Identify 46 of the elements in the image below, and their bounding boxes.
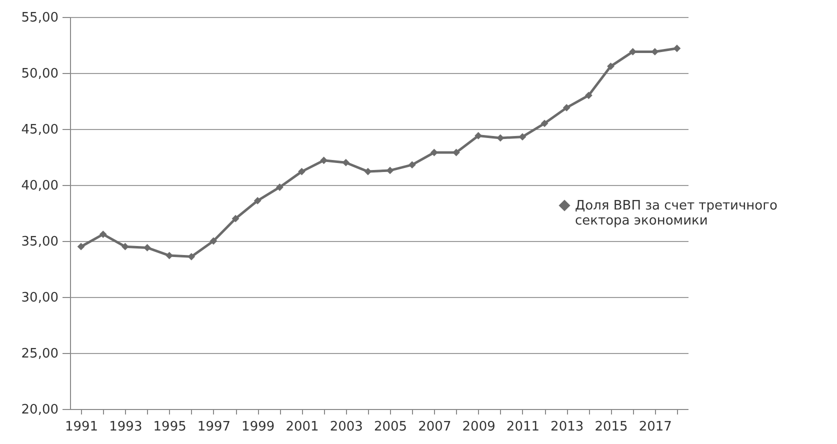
point	[386, 166, 394, 174]
point	[276, 184, 284, 191]
point	[232, 214, 240, 222]
x-tick-label: 2003	[330, 420, 363, 434]
x-tick-label: 2001	[286, 420, 319, 434]
y-tick-label: 35,00	[21, 234, 58, 250]
x-tick-label: 2015	[594, 420, 628, 434]
x-tick-label: 2017	[638, 420, 672, 434]
point	[364, 168, 372, 176]
point	[254, 196, 262, 204]
point	[210, 237, 218, 245]
point	[474, 132, 482, 140]
point	[320, 156, 328, 164]
point	[144, 244, 151, 252]
y-tick-label: 45,00	[21, 122, 58, 138]
y-tick-label: 55,00	[21, 10, 58, 26]
point	[121, 242, 129, 250]
y-tick-label: 20,00	[21, 402, 58, 418]
x-tick-label: 2005	[374, 420, 408, 434]
x-tick-label: 1993	[109, 420, 142, 434]
legend-label: Доля ВВП за счет третичного сектора экономики	[575, 198, 778, 228]
x-tick-label: 2013	[550, 420, 584, 434]
x-tick-label: 1999	[242, 420, 275, 434]
x-tick-label: 2007	[418, 420, 452, 434]
point	[408, 161, 416, 169]
x-tick-label: 1991	[64, 420, 98, 434]
point	[607, 62, 614, 70]
x-tick-label: 2011	[506, 420, 540, 434]
x-tick-label: 1997	[197, 420, 231, 434]
point	[562, 104, 570, 112]
y-tick-label: 25,00	[21, 346, 58, 362]
point	[342, 158, 350, 166]
y-tick-label: 40,00	[21, 178, 58, 194]
point	[518, 133, 526, 141]
point	[673, 44, 681, 52]
point	[430, 148, 438, 156]
point	[298, 168, 306, 176]
point	[188, 252, 196, 260]
point	[99, 230, 107, 238]
y-tick-label: 50,00	[21, 66, 58, 82]
point	[540, 120, 548, 128]
x-tick-label: 2009	[462, 420, 496, 434]
point	[584, 92, 592, 100]
x-tick-label: 1995	[153, 420, 186, 434]
point	[77, 242, 85, 250]
y-tick-label: 30,00	[21, 290, 58, 306]
